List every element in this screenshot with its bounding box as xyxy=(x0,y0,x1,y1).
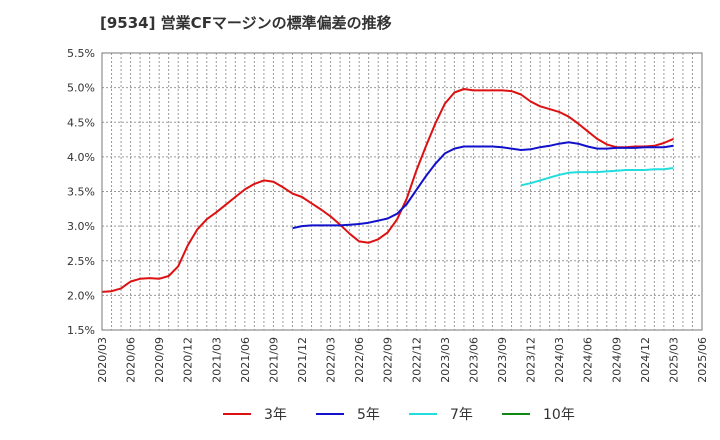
x-tick-label: 2024/03 xyxy=(553,337,566,383)
x-tick-label: 2023/12 xyxy=(525,337,538,383)
legend-label-2: 7年 xyxy=(450,407,473,423)
y-tick-label: 3.5% xyxy=(67,186,95,199)
x-tick-label: 2025/03 xyxy=(667,337,680,383)
legend-label-1: 5年 xyxy=(357,407,380,423)
y-tick-label: 5.0% xyxy=(67,82,95,95)
x-tick-label: 2020/12 xyxy=(182,337,195,383)
plot-frame xyxy=(101,52,703,331)
y-tick-label: 2.0% xyxy=(67,289,95,302)
x-tick-label: 2024/09 xyxy=(610,337,623,383)
x-tick-label: 2025/06 xyxy=(696,337,709,383)
legend-label-0: 3年 xyxy=(264,407,287,423)
legend-label-3: 10年 xyxy=(543,407,575,423)
x-tick-label: 2023/09 xyxy=(496,337,509,383)
grid-layer xyxy=(101,52,703,331)
y-tick-label: 4.5% xyxy=(67,116,95,129)
y-tick-label: 2.5% xyxy=(67,255,95,268)
x-tick-label: 2023/03 xyxy=(439,337,452,383)
y-tick-label: 4.0% xyxy=(67,151,95,164)
x-tick-label: 2022/12 xyxy=(410,337,423,383)
y-tick-label: 1.5% xyxy=(67,324,95,337)
x-tick-label: 2022/09 xyxy=(382,337,395,383)
x-tick-label: 2021/12 xyxy=(296,337,309,383)
x-tick-label: 2023/06 xyxy=(467,337,480,383)
y-tick-label: 5.5% xyxy=(67,47,95,60)
x-tick-label: 2021/09 xyxy=(267,337,280,383)
x-tick-label: 2021/06 xyxy=(239,337,252,383)
series-line-1 xyxy=(292,141,674,230)
x-tick-label: 2024/12 xyxy=(639,337,652,383)
legend: 3年 5年 7年 10年 xyxy=(223,407,575,423)
x-tick-label: 2020/06 xyxy=(125,337,138,383)
x-tick-label: 2022/06 xyxy=(353,337,366,383)
x-axis-ticks: 2020/03 2020/06 2020/09 2020/12 2021/03 2021/… xyxy=(96,337,709,383)
y-tick-label: 3.0% xyxy=(67,220,95,233)
x-tick-label: 2020/09 xyxy=(153,337,166,383)
y-axis-ticks: 1.5% 2.0% 2.5% 3.0% 3.5% 4.0% 4.5% 5.0% 5.5% xyxy=(67,47,95,337)
series-line-0 xyxy=(101,88,674,293)
x-tick-label: 2021/03 xyxy=(210,337,223,383)
x-tick-label: 2024/06 xyxy=(582,337,595,383)
x-tick-label: 2022/03 xyxy=(325,337,338,383)
series-layer xyxy=(101,88,674,293)
chart-title: [9534] 営業CFマージンの標準偏差の推移 xyxy=(100,14,392,32)
series-line-2 xyxy=(520,167,674,187)
x-tick-label: 2020/03 xyxy=(96,337,109,383)
